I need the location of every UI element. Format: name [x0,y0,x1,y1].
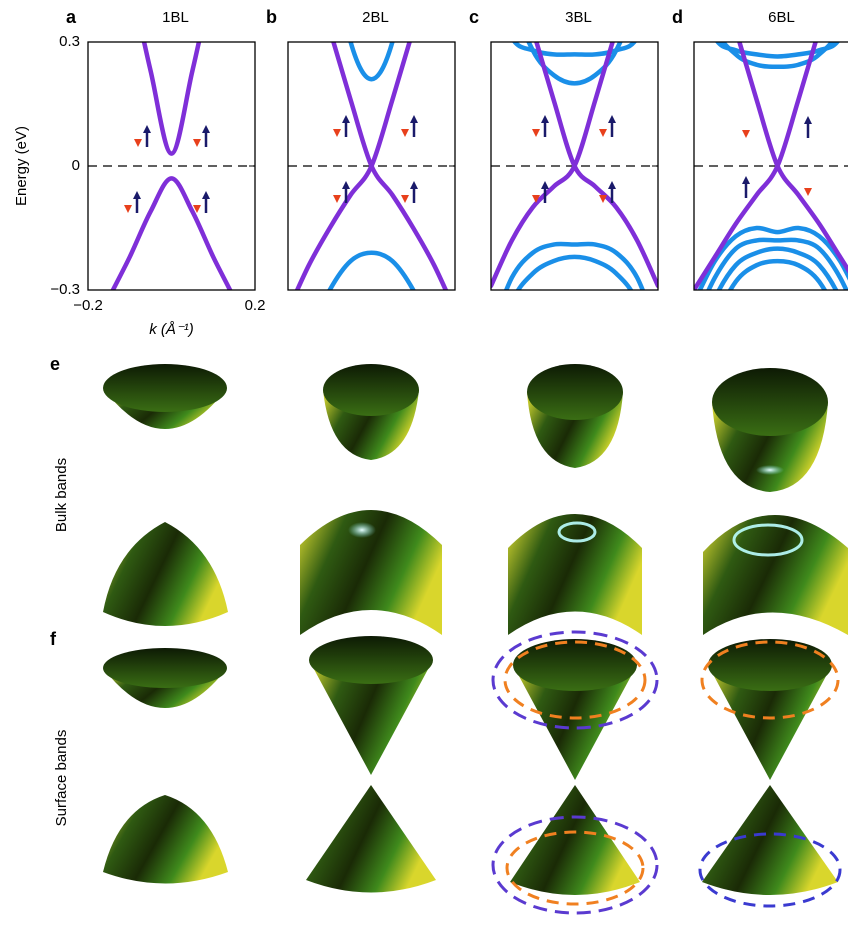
glow-ring [557,521,597,543]
glow-ring [732,523,804,557]
band-line [348,42,395,82]
spin-up [200,189,212,215]
panel-label: c [469,7,479,27]
spin-down [122,189,134,215]
band-line [737,42,848,274]
band-line [716,246,839,290]
x-tick-label: 0.2 [245,297,266,314]
panel-label: e [50,354,60,374]
spin-arrows [122,113,814,215]
surface-rim [708,639,832,691]
spin-up [408,113,420,139]
x-tick-label: −0.2 [73,297,103,314]
band-line [503,241,646,290]
spin-up [131,189,143,215]
surface [103,522,228,626]
spin-texture [491,815,659,915]
spin-down [802,172,814,198]
surface [708,665,832,780]
spin-down [399,113,411,139]
band-line [697,225,848,290]
surface [703,514,848,635]
band-line [511,42,638,57]
band-line [694,42,818,290]
spin-up [141,123,153,149]
surface-rim [513,639,637,691]
surface-rim [323,364,419,416]
spin-texture [503,640,647,720]
band-line [714,42,841,59]
spin-down [597,113,609,139]
spin-down [191,123,203,149]
spin-texture [700,640,840,720]
surface [702,785,838,895]
panel-label: d [672,7,683,27]
surface-rim [103,648,227,688]
plot-area [694,42,848,290]
x-axis-label: k (Å⁻¹) [149,321,194,338]
surfaces [103,364,848,915]
spin-texture [505,830,645,906]
plot-area [88,42,255,290]
spin-up [606,113,618,139]
spin-up [539,113,551,139]
band-line [110,176,233,290]
spin-up [200,123,212,149]
surface-rim [103,364,227,412]
spin-up [740,174,752,200]
spin-texture [698,832,842,908]
band-line [720,42,835,70]
surface [306,785,436,893]
band-line [327,250,416,290]
surface-rim [712,368,828,436]
spin-down [331,179,343,205]
panel-label: a [66,7,77,27]
band-line [534,42,658,289]
spin-down [331,113,343,139]
surface [513,665,637,780]
spin-up [408,179,420,205]
band-line [727,258,828,290]
panel-title: 3BL [565,9,592,26]
band-line [331,42,449,290]
band-line [706,237,848,290]
surface [510,785,640,895]
panel-label: b [266,7,277,27]
spin-texture [491,630,659,730]
panel-title: 1BL [162,9,189,26]
row-label: Surface bands [53,730,70,827]
surface [103,795,228,884]
y-tick-label: −0.3 [50,281,80,298]
surface-rim [309,636,433,684]
surface [508,514,642,635]
spin-down [740,114,752,140]
spin-down [399,179,411,205]
spin-down [132,123,144,149]
row-label: Bulk bands [53,458,70,532]
surface [300,510,442,635]
glow [348,522,376,538]
panel-title: 6BL [768,9,795,26]
spin-down [530,113,542,139]
spin-up [802,114,814,140]
y-tick-label: 0.3 [59,33,80,50]
plot-area [288,42,455,290]
spin-down [191,189,203,215]
y-axis-label: Energy (eV) [13,126,30,206]
surface-rim [527,364,623,420]
panel-title: 2BL [362,9,389,26]
band-line [515,254,634,290]
y-tick-label: 0 [72,157,80,174]
surface [309,660,433,775]
band-line [491,42,615,289]
spin-up [340,113,352,139]
glow [756,465,784,475]
band-line [526,42,623,86]
band-line [141,42,202,156]
plot-area [491,42,658,290]
panel-label: f [50,629,57,649]
band-line [294,42,412,290]
